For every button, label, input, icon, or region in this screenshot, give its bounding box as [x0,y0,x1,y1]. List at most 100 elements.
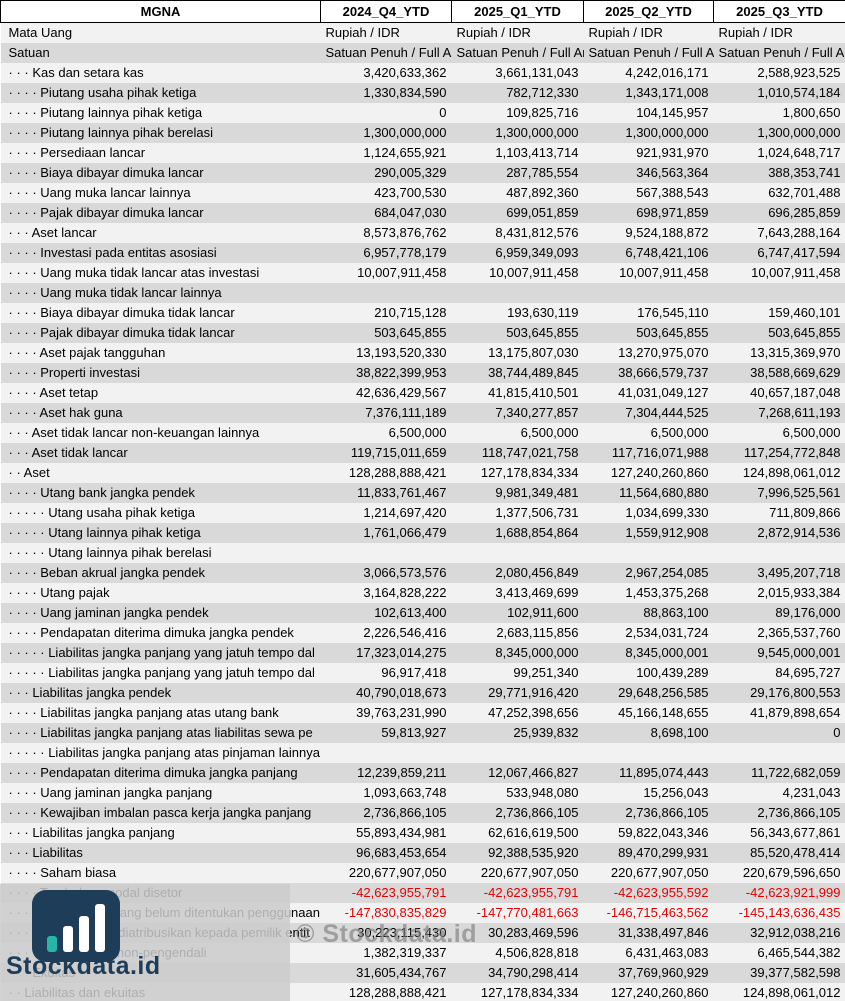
row-label: · · · · Piutang lainnya pihak ketiga [8,105,203,120]
row-label: · · · · Pendapatan diterima dimuka jangk… [8,625,294,640]
value-cell: 102,613,400 [374,605,447,620]
value-cell: 11,895,074,443 [619,765,709,780]
value-cell: 41,815,410,501 [488,385,579,400]
quarter-header-3: 2025_Q2_YTD [583,0,714,23]
value-cell: 2,683,115,856 [496,625,579,640]
value-cell: 696,285,859 [768,205,841,220]
ticker-header-row: MGNA 2024_Q4_YTD 2025_Q1_YTD 2025_Q2_YTD… [0,0,845,23]
value-cell: 193,630,119 [507,305,579,320]
row-label: · · · Liabilitas [8,845,83,860]
value-cell: 29,648,256,585 [618,685,709,700]
value-cell: 699,051,859 [506,205,579,220]
value-cell: 128,288,888,421 [348,985,447,1000]
table-row: · · · Liabilitas 96,683,453,654 92,388,535… [0,843,845,863]
value-cell: 127,240,260,860 [610,985,709,1000]
value-cell: 8,573,876,762 [363,225,447,240]
value-cell: 10,007,911,458 [489,265,579,280]
table-row: · · · Kas dan setara kas 3,420,633,362 3,6… [0,63,845,83]
value-cell: 220,679,596,650 [742,865,841,880]
table-row: · · · · · Liabilitas jangka panjang yang… [0,663,845,683]
value-cell: 3,495,207,718 [757,565,841,580]
value-cell: 346,563,364 [636,165,709,180]
table-row: · · · · Liabilitas jangka panjang atas l… [0,723,845,743]
value-cell: 42,636,429,567 [356,385,447,400]
value-cell: 59,813,927 [381,725,447,740]
row-label: · · · · Pendapatan diterima dimuka jangk… [8,765,298,780]
value-cell: 487,892,360 [506,185,579,200]
value-cell: 89,470,299,931 [618,845,709,860]
unit-value: Satuan Penuh / Full Amount [456,45,584,60]
bar-chart-icon [32,890,120,962]
row-label: · · · · Beban akrual jangka pendek [8,565,206,580]
value-cell: 7,643,288,164 [757,225,841,240]
value-cell: 1,377,506,731 [495,505,579,520]
row-label: · · · · Uang muka tidak lancar atas inve… [8,265,260,280]
table-row: · · · · Utang pajak 3,164,828,222 3,413,46… [0,583,845,603]
value-cell: 4,231,043 [782,785,841,800]
logo-bar-teal [47,936,57,952]
row-label: · · · · Persediaan lancar [8,145,146,160]
value-cell: 1,800,650 [782,105,841,120]
value-cell: 6,748,421,106 [625,245,709,260]
value-cell: 2,534,031,724 [625,625,709,640]
unit-value: Satuan Penuh / Full Amount [588,45,714,60]
currency-value: Rupiah / IDR [588,25,663,40]
value-cell: 13,315,369,970 [750,345,841,360]
value-cell: 100,439,289 [636,665,709,680]
value-cell: 41,879,898,654 [750,705,841,720]
value-cell: 2,736,866,105 [757,805,841,820]
value-cell [714,743,845,763]
value-cell: 782,712,330 [506,85,579,100]
value-cell [452,743,584,763]
table-row: · · · · Piutang usaha pihak ketiga 1,330,… [0,83,845,103]
value-cell [584,543,714,563]
value-cell: 37,769,960,929 [618,965,709,980]
table-row: · · · · Pajak dibayar dimuka lancar 684,0… [0,203,845,223]
value-cell: 127,178,834,334 [480,985,579,1000]
row-label: · · · · Saham biasa [8,865,117,880]
value-cell: 7,304,444,525 [625,405,709,420]
value-cell: 6,747,417,594 [757,245,841,260]
value-cell: 10,007,911,458 [751,265,841,280]
value-cell: -147,770,481,663 [476,905,579,920]
value-cell: 40,790,018,673 [356,685,447,700]
value-cell: 176,545,110 [637,305,709,320]
value-cell: 1,124,655,921 [363,145,447,160]
table-row: · · · · Uang jaminan jangka panjang 1,093… [0,783,845,803]
value-cell: 6,957,778,179 [363,245,447,260]
value-cell: 15,256,043 [643,785,709,800]
value-cell: 17,323,014,275 [356,645,447,660]
row-label: · · · · Biaya dibayar dimuka lancar [8,165,204,180]
value-cell: 32,912,038,216 [750,925,841,940]
value-cell: 0 [833,725,841,740]
value-cell: 124,898,061,012 [742,465,841,480]
value-cell: 2,365,537,760 [757,625,841,640]
value-cell: 4,506,828,818 [495,945,579,960]
value-cell: 1,093,663,748 [363,785,447,800]
value-cell: 38,822,399,953 [356,365,447,380]
value-cell: 6,500,000 [650,425,709,440]
value-cell [452,543,584,563]
row-label: · · · Liabilitas jangka pendek [8,685,172,700]
table-row: · · · · Piutang lainnya pihak ketiga 0 109… [0,103,845,123]
table-row: · · · · Uang muka tidak lancar lainnya [0,283,845,303]
table-row: · · · · Aset tetap 42,636,429,567 41,815,4… [0,383,845,403]
row-label: · · · · Pajak dibayar dimuka tidak lanca… [8,325,235,340]
value-cell: 1,300,000,000 [757,125,841,140]
value-cell: 711,809,866 [769,505,841,520]
value-cell: 12,067,466,827 [488,765,579,780]
value-cell: 1,330,834,590 [363,85,447,100]
unit-row: Satuan Satuan Penuh / Full Amount Satuan… [0,43,845,63]
table-row: · · · · Kewajiban imbalan pasca kerja ja… [0,803,845,823]
table-row: · · · · Uang muka tidak lancar atas inve… [0,263,845,283]
value-cell: 9,981,349,481 [495,485,579,500]
quarter-header-1: 2024_Q4_YTD [320,0,452,23]
value-cell: -147,830,835,829 [344,905,447,920]
value-cell: 39,763,231,990 [356,705,447,720]
row-label: · · · · Aset tetap [8,385,99,400]
value-cell: 7,340,277,857 [495,405,579,420]
table-row: · · · · Pendapatan diterima dimuka jangk… [0,763,845,783]
value-cell: 1,300,000,000 [625,125,709,140]
quarter-header-4: 2025_Q3_YTD [713,0,845,23]
value-cell: 109,825,716 [506,105,579,120]
